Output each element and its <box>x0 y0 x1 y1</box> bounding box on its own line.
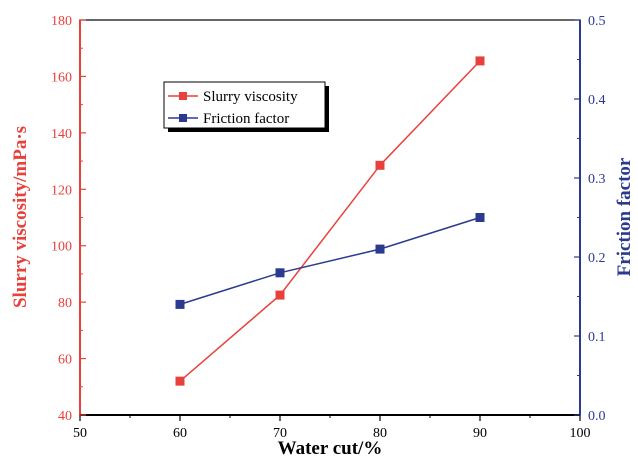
slurry-viscosity-point <box>275 290 285 300</box>
x-tick-label: 80 <box>373 426 387 441</box>
x-tick-label: 70 <box>273 426 287 441</box>
right-tick-label: 0.1 <box>588 330 606 345</box>
legend: Slurry viscosity Friction factor <box>163 81 329 132</box>
left-tick-label: 180 <box>51 14 72 29</box>
left-tick-label: 120 <box>51 183 72 198</box>
right-tick-label: 0.2 <box>588 251 606 266</box>
slurry-viscosity-point <box>475 56 485 66</box>
left-axis-title: Slurry viscosity/mPa·s <box>10 126 31 308</box>
x-tick-label: 100 <box>570 426 591 441</box>
legend-marker-friction <box>179 114 187 122</box>
plot-frame <box>79 19 581 416</box>
right-axis-ticks: 0.0 0.1 0.2 0.3 0.4 0.5 <box>574 14 606 424</box>
slurry-viscosity-point <box>375 160 385 170</box>
legend-label-viscosity: Slurry viscosity <box>203 89 298 105</box>
right-tick-label: 0.5 <box>588 14 606 29</box>
slurry-viscosity-point <box>175 376 185 386</box>
left-tick-label: 140 <box>51 127 72 142</box>
right-axis-title: Friction factor <box>614 157 635 276</box>
legend-box <box>163 81 326 129</box>
friction-factor-point <box>175 299 185 309</box>
friction-factor-point <box>375 244 385 254</box>
slurry-viscosity-line <box>179 60 481 382</box>
left-tick-label: 40 <box>58 409 72 424</box>
x-tick-label: 90 <box>473 426 487 441</box>
legend-label-friction: Friction factor <box>203 111 289 127</box>
x-axis-title: Water cut/% <box>278 438 383 459</box>
friction-factor-line <box>179 216 481 306</box>
left-axis-ticks: 40 60 80 100 120 140 160 180 <box>51 14 86 424</box>
x-tick-label: 60 <box>173 426 187 441</box>
series-layer <box>175 56 485 386</box>
right-tick-label: 0.0 <box>588 409 606 424</box>
legend-marker-viscosity <box>179 92 187 100</box>
friction-factor-point <box>275 268 285 278</box>
right-tick-label: 0.4 <box>588 93 606 108</box>
x-tick-label: 50 <box>73 426 87 441</box>
friction-factor-point <box>475 213 485 222</box>
left-tick-label: 100 <box>51 240 72 255</box>
x-axis-ticks: 50 60 70 80 90 100 <box>73 415 591 441</box>
right-tick-label: 0.3 <box>588 172 606 187</box>
left-tick-label: 80 <box>58 296 72 311</box>
left-tick-label: 160 <box>51 70 72 85</box>
left-tick-label: 60 <box>58 353 72 368</box>
